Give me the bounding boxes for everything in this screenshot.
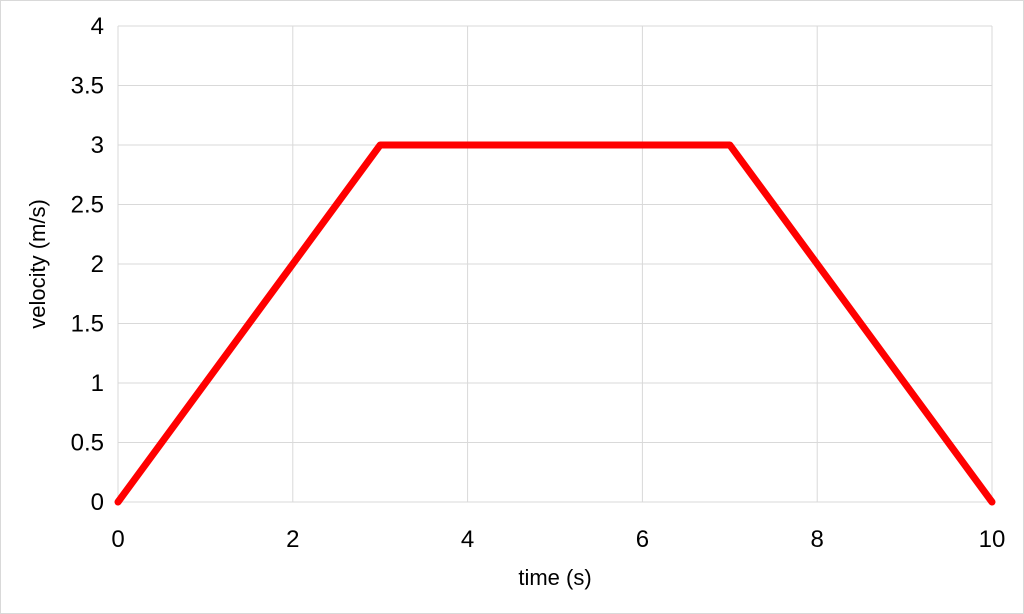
- series-layer: [114, 141, 996, 506]
- x-tick-label: 2: [286, 526, 299, 553]
- series-line-0: [114, 141, 996, 506]
- x-axis-title: time (s): [518, 565, 591, 590]
- y-tick-label: 3.5: [71, 73, 104, 100]
- y-tick-label: 1: [91, 370, 104, 397]
- y-tick-label: 1.5: [71, 311, 104, 338]
- y-tick-label: 0.5: [71, 430, 104, 457]
- y-tick-label: 0: [91, 489, 104, 516]
- y-axis-tick-labels: 0 0.5 1 1.5 2 2.5 3 3.5 4: [71, 13, 104, 516]
- y-tick-label: 4: [91, 13, 104, 40]
- horizontal-gridlines: [118, 25, 992, 503]
- x-tick-label: 0: [111, 526, 124, 553]
- x-tick-label: 6: [636, 526, 649, 553]
- x-tick-label: 8: [811, 526, 824, 553]
- y-tick-label: 2.5: [71, 192, 104, 219]
- y-axis-title: velocity (m/s): [25, 199, 50, 329]
- x-tick-label: 4: [461, 526, 474, 553]
- y-tick-label: 3: [91, 132, 104, 159]
- y-tick-label: 2: [91, 251, 104, 278]
- x-tick-label: 10: [979, 526, 1006, 553]
- x-axis-tick-labels: 0 2 4 6 8 10: [111, 526, 1005, 553]
